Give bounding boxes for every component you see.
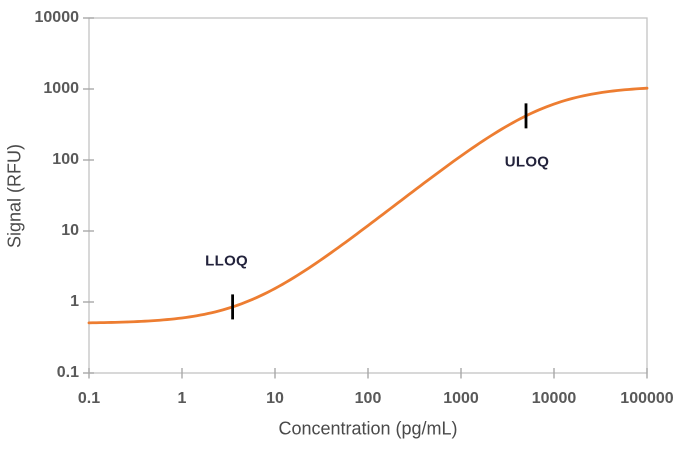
calibration-curve-line bbox=[87, 86, 649, 325]
x-axis-title: Concentration (pg/mL) bbox=[278, 418, 458, 439]
y-axis-title: Signal (RFU) bbox=[4, 143, 25, 249]
uloq-label: ULOQ bbox=[504, 153, 550, 171]
lloq-label: LLOQ bbox=[205, 252, 249, 270]
